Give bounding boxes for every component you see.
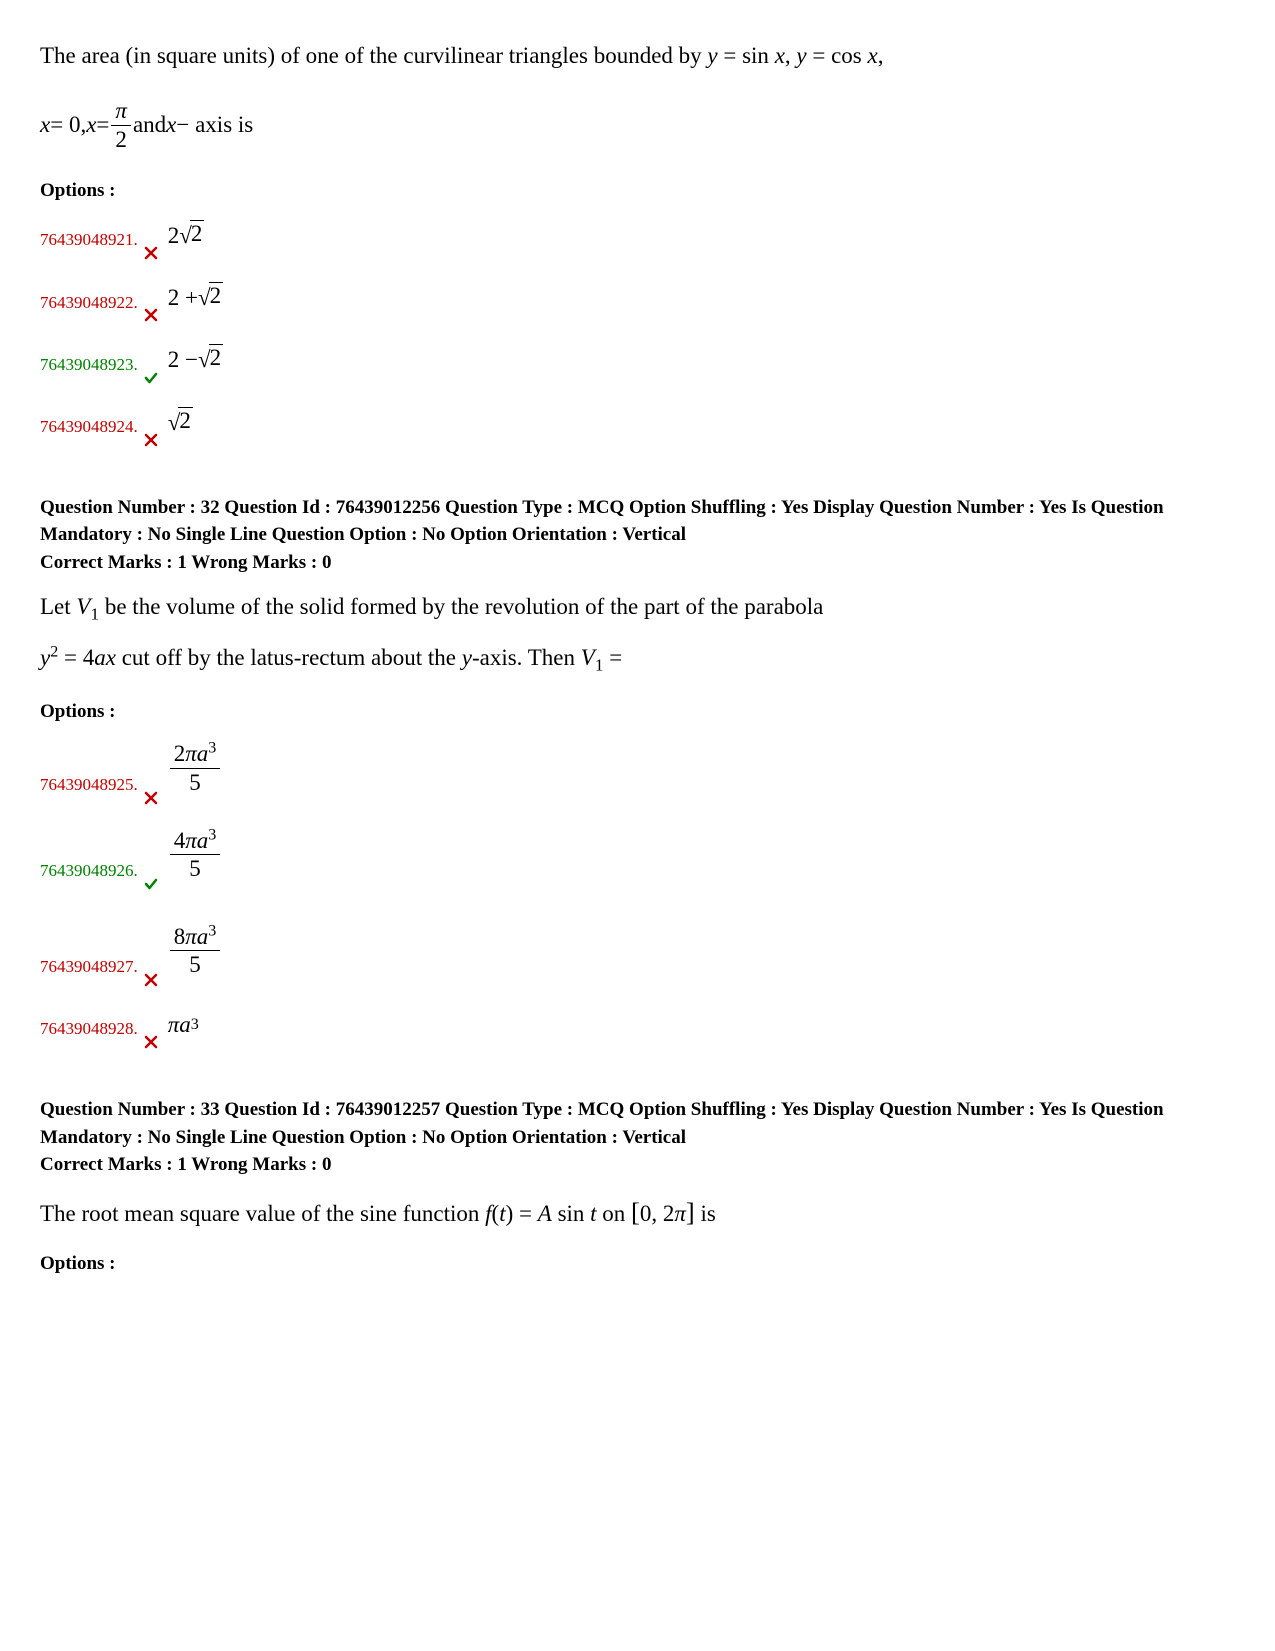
q32-option-1: 76439048925. 2πa35 [40,740,1235,796]
option-id: 76439048922. [40,291,138,315]
q31-y1: y [707,43,717,68]
option-id: 76439048924. [40,415,138,439]
q31-pi: π [111,97,131,126]
q31-x5: x [166,109,176,141]
q32-t2a: = 4 [58,645,94,670]
q32-sub1: 1 [90,605,99,624]
q32-t2d: = [603,645,622,670]
check-icon [144,871,158,885]
q32-y: y [40,645,50,670]
option-expr: 2√2 [168,220,205,252]
cross-icon [144,302,158,316]
q31-text: The area (in square units) of one of the… [40,40,1235,153]
check-icon [144,365,158,379]
q33-tf: 0, 2 [640,1201,675,1226]
q31-x4: x [86,109,96,141]
cross-icon [144,240,158,254]
q32-line1: Let V1 be the volume of the solid formed… [40,591,1235,623]
q32-line2: y2 = 4ax cut off by the latus-rectum abo… [40,642,1235,674]
q31-x3: x [40,109,50,141]
q32-option-2: 76439048926. 4πa35 [40,827,1235,883]
q33-rb: ] [686,1197,695,1227]
q32-option-4: 76439048928. πa3 [40,1009,1235,1041]
q32-option-3: 76439048927. 8πa35 [40,923,1235,979]
option-id: 76439048927. [40,955,138,979]
q33-pi: π [674,1201,686,1226]
q31-t1d: = cos [807,43,868,68]
q31-x1: x [775,43,785,68]
q32-V2: V [581,645,595,670]
q31-option-2: 76439048922. 2 + √2 [40,282,1235,314]
option-expr: πa3 [168,1009,199,1041]
q31-t2c: and [133,109,166,141]
q31-option-4: 76439048924. √2 [40,407,1235,439]
q31-t2b: = [96,109,109,141]
q32-meta: Question Number : 32 Question Id : 76439… [40,494,1235,577]
cross-icon [144,427,158,441]
q31-two: 2 [111,126,131,154]
q31-t1a: The area (in square units) of one of the… [40,43,707,68]
q31-option-1: 76439048921. 2√2 [40,220,1235,252]
q31-t1e: , [878,43,884,68]
q32-a: a [94,645,106,670]
q33-text: The root mean square value of the sine f… [40,1194,1235,1231]
q32-meta-text: Question Number : 32 Question Id : 76439… [40,497,1164,546]
cross-icon [144,967,158,981]
q31-line1: The area (in square units) of one of the… [40,40,1235,72]
option-id: 76439048921. [40,228,138,252]
q33-te: on [597,1201,632,1226]
option-id: 76439048928. [40,1017,138,1041]
q31-option-3: 76439048923. 2 − √2 [40,344,1235,376]
q33-tg: is [695,1201,716,1226]
option-expr: 8πa35 [168,923,223,979]
q33-meta-text: Question Number : 33 Question Id : 76439… [40,1099,1164,1148]
q32-yaxis: y [462,645,472,670]
q32-marks: Correct Marks : 1 Wrong Marks : 0 [40,552,331,573]
option-expr: 4πa35 [168,827,223,883]
q32-options-label: Options : [40,699,1235,726]
q31-t2a: = 0, [50,109,86,141]
q32-t2b: cut off by the latus-rectum about the [116,645,462,670]
q32-t1a: Let [40,594,76,619]
option-expr: 2πa35 [168,740,223,796]
option-expr: 2 + √2 [168,282,223,314]
option-expr: √2 [168,407,193,439]
q33-marks: Correct Marks : 1 Wrong Marks : 0 [40,1154,331,1175]
option-expr: 2 − √2 [168,344,223,376]
q33-A: A [538,1201,552,1226]
q33-meta: Question Number : 33 Question Id : 76439… [40,1096,1235,1179]
option-id: 76439048926. [40,859,138,883]
q33-lb: [ [631,1197,640,1227]
q31-options-label: Options : [40,178,1235,205]
q31-t2d: − axis is [176,109,253,141]
q32-t1b: be the volume of the solid formed by the… [99,594,823,619]
q33-ta: The root mean square value of the sine f… [40,1201,485,1226]
q31-y2: y [796,43,806,68]
q31-x2: x [868,43,878,68]
cross-icon [144,785,158,799]
q31-frac: π 2 [111,97,131,153]
q32-V: V [76,594,90,619]
q32-t2c: -axis. Then [472,645,581,670]
q32-text: Let V1 be the volume of the solid formed… [40,591,1235,673]
q31-t1b: = sin [718,43,775,68]
q33-td: sin [552,1201,590,1226]
q31-line2: x = 0, x = π 2 and x − axis is [40,97,1235,153]
q33-options-label: Options : [40,1251,1235,1278]
q33-tc: ) = [506,1201,538,1226]
option-id: 76439048925. [40,773,138,797]
q31-t1c: , [785,43,797,68]
q32-x: x [106,645,116,670]
cross-icon [144,1029,158,1043]
option-id: 76439048923. [40,353,138,377]
